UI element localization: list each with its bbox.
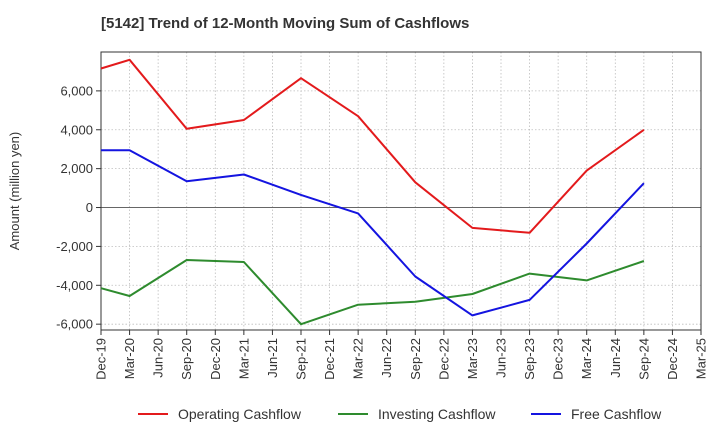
x-tick-label: Mar-22 — [351, 338, 366, 379]
y-tick-label: -6,000 — [56, 317, 93, 332]
chart-title: [5142] Trend of 12-Month Moving Sum of C… — [101, 15, 470, 32]
x-tick-label: Mar-23 — [465, 338, 480, 379]
plot-frame — [100, 51, 702, 331]
y-tick-label: 2,000 — [60, 161, 93, 176]
x-tick-label: Sep-23 — [522, 338, 537, 380]
y-tick-label: 4,000 — [60, 122, 93, 137]
x-tick-label: Dec-24 — [665, 338, 680, 380]
y-tick-label: 6,000 — [60, 83, 93, 98]
x-tick-label: Mar-25 — [694, 338, 709, 379]
operating-cashflow-legend-label: Operating Cashflow — [178, 406, 302, 422]
x-tick-label: Sep-24 — [636, 338, 651, 380]
x-tick-label: Sep-20 — [179, 338, 194, 380]
operating-cashflow-line — [100, 58, 645, 234]
x-tick-label: Jun-21 — [265, 338, 280, 378]
x-tick-label: Dec-19 — [94, 338, 109, 380]
x-tick-label: Dec-20 — [208, 338, 223, 380]
x-tick-label: Jun-24 — [608, 338, 623, 378]
free-cashflow-legend-label: Free Cashflow — [571, 406, 662, 422]
investing-cashflow-line — [100, 259, 645, 326]
x-tick-label: Dec-22 — [436, 338, 451, 380]
x-tick-label: Sep-21 — [294, 338, 309, 380]
x-tick-label: Jun-20 — [151, 338, 166, 378]
y-tick-label: -2,000 — [56, 239, 93, 254]
x-tick-label: Sep-22 — [408, 338, 423, 380]
x-tick-label: Dec-21 — [322, 338, 337, 380]
x-tick-label: Jun-22 — [379, 338, 394, 378]
y-axis-label: Amount (million yen) — [7, 132, 22, 251]
y-tick-label: -4,000 — [56, 278, 93, 293]
x-tick-label: Mar-21 — [236, 338, 251, 379]
x-tick-label: Mar-20 — [122, 338, 137, 379]
free-cashflow-line — [101, 149, 645, 317]
y-tick-label: 0 — [86, 200, 93, 215]
investing-cashflow-legend-label: Investing Cashflow — [378, 406, 496, 422]
x-tick-label: Mar-24 — [579, 338, 594, 379]
x-tick-label: Dec-23 — [551, 338, 566, 380]
x-tick-label: Jun-23 — [494, 338, 509, 378]
